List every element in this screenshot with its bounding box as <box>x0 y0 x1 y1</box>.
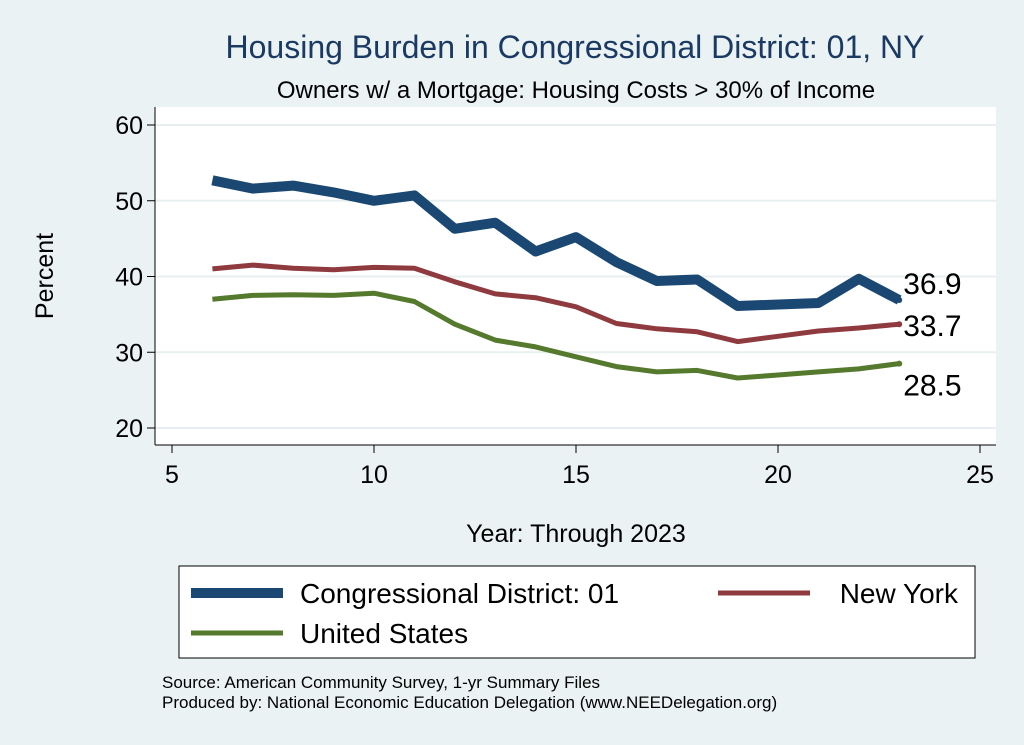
series-end-point-new-york <box>896 321 903 328</box>
legend-label-united-states: United States <box>300 618 468 649</box>
legend-label-new-york: New York <box>840 578 959 609</box>
source-note: Source: American Community Survey, 1-yr … <box>162 673 600 692</box>
y-tick-label-50: 50 <box>115 188 143 216</box>
end-labels: 36.9 33.7 28.5 <box>903 268 961 403</box>
x-tick-label-15: 15 <box>562 461 590 489</box>
x-tick-label-20: 20 <box>764 461 792 489</box>
legend-label-district: Congressional District: 01 <box>300 578 619 609</box>
x-axis-label: Year: Through 2023 <box>466 520 686 548</box>
series-end-point-district <box>896 296 903 303</box>
produced-note: Produced by: National Economic Education… <box>162 693 777 712</box>
end-label-united-states: 28.5 <box>903 370 961 403</box>
chart-subtitle: Owners w/ a Mortgage: Housing Costs > 30… <box>277 77 875 104</box>
x-ticks: 5 10 15 20 25 <box>165 445 994 489</box>
y-tick-label-30: 30 <box>115 339 143 367</box>
legend: Congressional District: 01 New York Unit… <box>178 565 976 659</box>
series-end-point-united-states <box>896 360 903 367</box>
chart-title: Housing Burden in Congressional District… <box>226 29 925 65</box>
legend-box <box>178 565 976 659</box>
series-line-new-york <box>212 262 900 345</box>
x-tick-label-5: 5 <box>165 461 179 489</box>
series-line-district <box>211 175 902 311</box>
x-tick-label-10: 10 <box>360 461 388 489</box>
end-label-district: 36.9 <box>903 268 961 301</box>
y-tick-label-60: 60 <box>115 112 143 140</box>
end-label-new-york: 33.7 <box>903 310 961 343</box>
y-axis-label: Percent <box>31 233 59 319</box>
series-line-united-states <box>212 290 900 381</box>
x-tick-label-25: 25 <box>966 461 994 489</box>
series-lines <box>211 175 903 381</box>
y-tick-label-40: 40 <box>115 264 143 292</box>
y-tick-label-20: 20 <box>115 415 143 443</box>
y-ticks: 20 30 40 50 60 <box>115 112 155 443</box>
